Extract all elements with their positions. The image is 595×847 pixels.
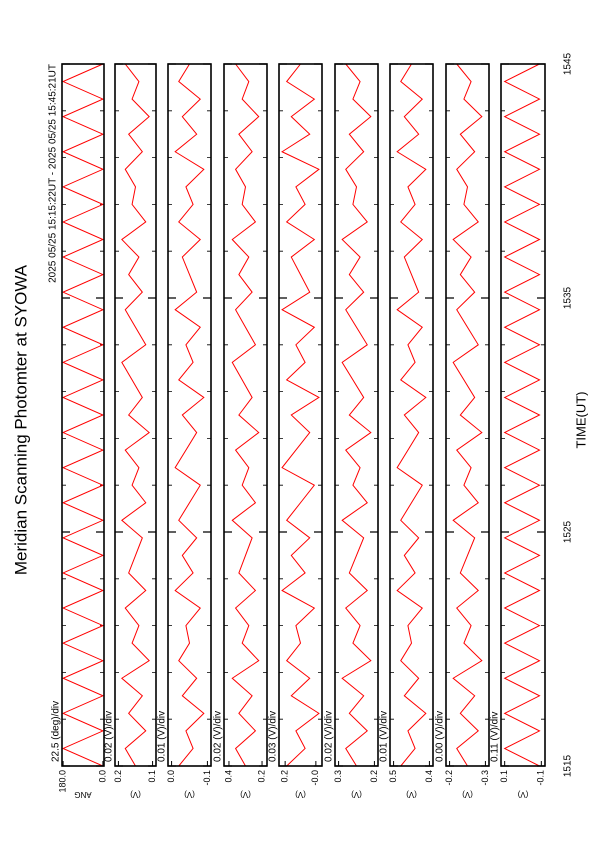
panel-frame — [278, 63, 323, 767]
panel-scale: 0.02 (V)/div — [104, 711, 115, 762]
y-axis-label: (V) — [295, 790, 306, 799]
y-tick-label: 0.0 — [97, 770, 107, 783]
y-tick-label: -0.2 — [444, 770, 454, 786]
data-line — [503, 63, 541, 767]
y-tick-label: 0.4 — [223, 770, 233, 783]
panel-scale: 0.00 (V)/div — [435, 711, 446, 762]
y-axis-label: ANG — [74, 790, 91, 799]
y-axis-label: (V) — [462, 790, 473, 799]
x-axis-label: TIME(UT) — [573, 391, 588, 448]
panel-scale: 0.02 (V)/div — [324, 711, 335, 762]
data-line — [120, 63, 150, 767]
y-axis-label: (V) — [184, 790, 195, 799]
y-tick-label: 0.0 — [166, 770, 176, 783]
chart-subtitle: 2025 05/25 15:15:22UT - 2025 05/25 15:45… — [48, 64, 59, 283]
panel-frame — [445, 63, 490, 767]
panel-frame — [223, 63, 268, 767]
y-tick-label: 0.1 — [499, 770, 509, 783]
y-axis-label: (V) — [517, 790, 528, 799]
rotated-chart: Meridian Scanning Photomter at SYOWA 202… — [11, 52, 588, 798]
panel-frame — [61, 63, 105, 767]
chart-title: Meridian Scanning Photomter at SYOWA — [11, 264, 30, 575]
y-tick-label: 0.2 — [280, 770, 290, 783]
y-tick-label: -0.0 — [310, 770, 320, 786]
x-tick-label: 1535 — [563, 286, 574, 309]
panel-frame — [167, 63, 212, 767]
y-tick-label: 0.1 — [147, 770, 157, 783]
y-axis-label: (V) — [351, 790, 362, 799]
data-line — [341, 63, 372, 767]
y-tick-label: -0.3 — [480, 770, 490, 786]
y-tick-label: 180.0 — [57, 770, 67, 793]
y-tick-label: 0.2 — [256, 770, 266, 783]
panel-frame — [389, 63, 434, 767]
panel-scale: 0.03 (V)/div — [268, 711, 279, 762]
x-tick-label: 1525 — [563, 520, 574, 543]
y-tick-label: -0.1 — [536, 770, 546, 786]
panel-frame — [334, 63, 379, 767]
panel-frame — [500, 63, 546, 767]
y-tick-label: 0.2 — [369, 770, 379, 783]
y-axis-label: (V) — [130, 790, 141, 799]
y-tick-label: 0.5 — [388, 770, 398, 783]
panel-frame — [114, 63, 157, 767]
y-tick-label: 0.3 — [333, 770, 343, 783]
y-tick-label: -0.1 — [202, 770, 212, 786]
data-line — [396, 63, 427, 767]
panel-scale: 0.11 (V)/div — [490, 712, 501, 762]
y-tick-label: 0.2 — [113, 770, 123, 783]
data-line — [452, 63, 483, 767]
y-axis-label: (V) — [406, 790, 417, 799]
x-tick-label: 1515 — [563, 754, 574, 777]
panel-scale: 0.02 (V)/div — [213, 711, 224, 762]
panel-scale: 0.01 (V)/div — [379, 711, 390, 762]
data-line — [61, 63, 105, 767]
x-tick-label: 1545 — [563, 52, 574, 75]
data-line — [281, 63, 320, 767]
panel-scale: 22.5 (deg)/div — [51, 701, 62, 762]
data-line — [231, 63, 260, 767]
data-line — [174, 63, 205, 767]
y-axis-label: (V) — [240, 790, 251, 799]
panel-scale: 0.01 (V)/div — [157, 711, 168, 762]
y-tick-label: 0.4 — [424, 770, 434, 783]
